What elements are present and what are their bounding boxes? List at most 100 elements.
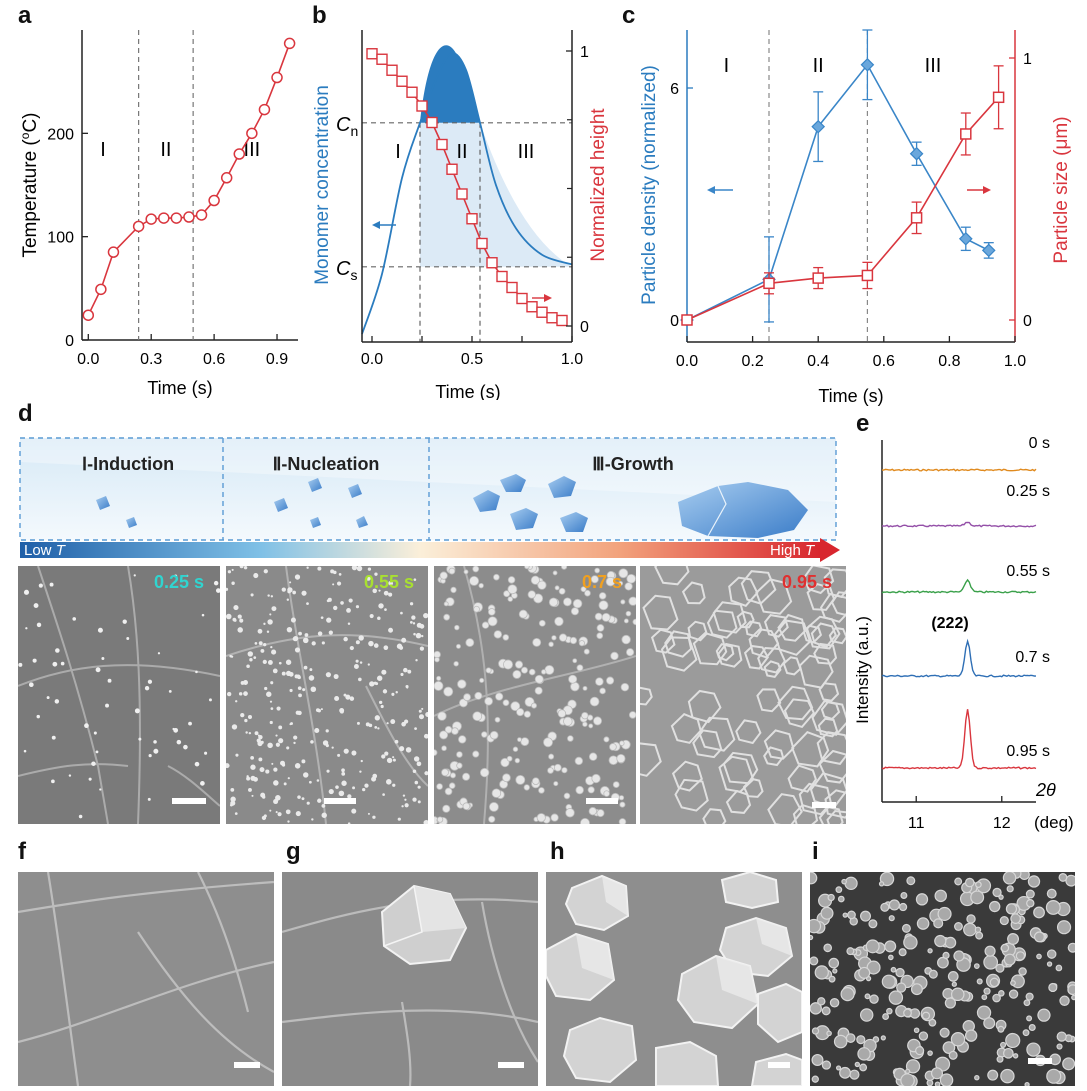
chart-b-xlabel: Time (s): [435, 382, 500, 400]
trace-line: [881, 638, 1037, 678]
x-tick-label: 1.0: [1004, 353, 1026, 370]
low-temp-label: Low T: [24, 542, 67, 559]
level-label: Cs: [336, 258, 357, 283]
schematic-frame: [19, 437, 837, 541]
data-point: [476, 237, 488, 250]
scale-bar: [1028, 1058, 1052, 1064]
data-point: [82, 309, 95, 321]
panel-h-label: h: [550, 838, 565, 865]
particle-size-series: [681, 65, 1005, 326]
trace-label: 0.7 s: [1015, 649, 1050, 666]
x-tick-label: 0.6: [203, 351, 225, 368]
trace-label: 0.55 s: [1006, 563, 1050, 580]
y-tick-label: 200: [47, 126, 74, 143]
trace-line: [881, 709, 1037, 770]
xrd-trace: 0.7 s: [881, 638, 1050, 678]
data-point: [283, 37, 296, 50]
data-point: [763, 277, 775, 290]
stage-label: II: [160, 139, 171, 161]
data-point: [396, 75, 408, 87]
stage-label: I: [724, 55, 730, 77]
data-point: [416, 100, 428, 112]
x-tick-label: 0.3: [140, 351, 162, 368]
panel-d-label: d: [18, 400, 33, 427]
data-point: [158, 212, 170, 224]
trace-label: 0 s: [1029, 435, 1050, 452]
panel-b-label: b: [312, 2, 327, 29]
scale-bar: [812, 802, 836, 808]
data-point: [811, 119, 826, 134]
sem-image-f: [18, 872, 274, 1086]
data-point: [233, 148, 246, 160]
level-label: Cn: [336, 114, 358, 139]
data-point: [860, 57, 875, 72]
x-tick-label: 0.9: [266, 351, 288, 368]
data-point: [516, 292, 528, 305]
data-point: [812, 272, 824, 284]
data-point: [910, 212, 923, 224]
sem-image-g: [282, 872, 538, 1086]
data-point: [681, 314, 693, 326]
chart-c-ylabel-right: Particle size (μm): [1051, 116, 1072, 263]
trace-line: [881, 521, 1037, 528]
panel-i-label: i: [812, 838, 819, 865]
sem-image-07s: 0.7 s: [434, 566, 636, 824]
x-tick-label: 0.5: [461, 351, 483, 368]
chart-e: 0 s 0.25 s 0.55 s 0.7 s 0.95 s 11 12 (222) In…: [853, 435, 1074, 832]
scale-bar: [586, 798, 618, 804]
data-point: [426, 116, 438, 129]
data-point: [436, 138, 448, 151]
chart-e-ylabel: Intensity (a.u.): [853, 616, 872, 724]
schematic-d: Ⅰ-Induction Ⅱ-Nucleation Ⅲ-Growth Low T …: [19, 437, 840, 562]
scale-bar: [234, 1062, 260, 1068]
data-point: [556, 314, 568, 327]
data-point: [132, 220, 145, 233]
data-point: [526, 301, 538, 313]
stage-label: III: [244, 139, 261, 161]
scale-bar: [324, 798, 356, 804]
data-point: [95, 283, 107, 296]
panel-c-label: c: [622, 2, 636, 29]
data-point: [506, 281, 518, 294]
data-point: [208, 194, 220, 207]
sem-image-055s: 0.55 s: [226, 566, 428, 824]
data-point: [170, 212, 183, 224]
x-tick-label: 0.0: [77, 351, 99, 368]
data-point: [406, 86, 418, 98]
temperature-gradient-arrow: [20, 542, 820, 558]
data-point: [145, 213, 157, 225]
data-point: [546, 312, 558, 324]
xrd-trace: 0.95 s: [881, 709, 1050, 770]
y-tick-label: 1: [580, 44, 589, 61]
data-point: [376, 53, 388, 65]
stage-label: III: [925, 55, 942, 77]
scale-bar: [768, 1062, 790, 1068]
x-tick-label: 0.0: [676, 353, 698, 370]
data-point: [386, 64, 398, 76]
y-tick-label: 0: [670, 313, 679, 330]
monomer-concentration-curve: [361, 52, 573, 335]
data-point: [220, 172, 233, 184]
x-tick-label: 0.6: [873, 353, 895, 370]
nucleation-crystals: [274, 478, 368, 528]
stage-label: III: [518, 141, 535, 163]
trace-label: 0.25 s: [1006, 483, 1050, 500]
stage-nucleation-label: Ⅱ-Nucleation: [273, 454, 380, 474]
data-point: [992, 91, 1005, 104]
y-tick-label: 0: [1023, 313, 1032, 330]
chart-a-ylabel: Temperature (oC): [18, 112, 41, 257]
sem-image-095s: 0.95 s: [640, 566, 846, 824]
trace-line: [881, 578, 1037, 594]
growth-crystals: [473, 474, 808, 538]
panel-f-label: f: [18, 838, 26, 865]
data-point: [258, 103, 271, 116]
data-point: [107, 246, 120, 258]
stage-label: I: [395, 141, 401, 163]
sem-image-025s: 0.25 s: [18, 566, 220, 824]
x-tick-label: 0.2: [741, 353, 763, 370]
chart-e-xlabel-unit: (deg): [1034, 813, 1074, 832]
sem-time-label: 0.25 s: [153, 572, 204, 592]
